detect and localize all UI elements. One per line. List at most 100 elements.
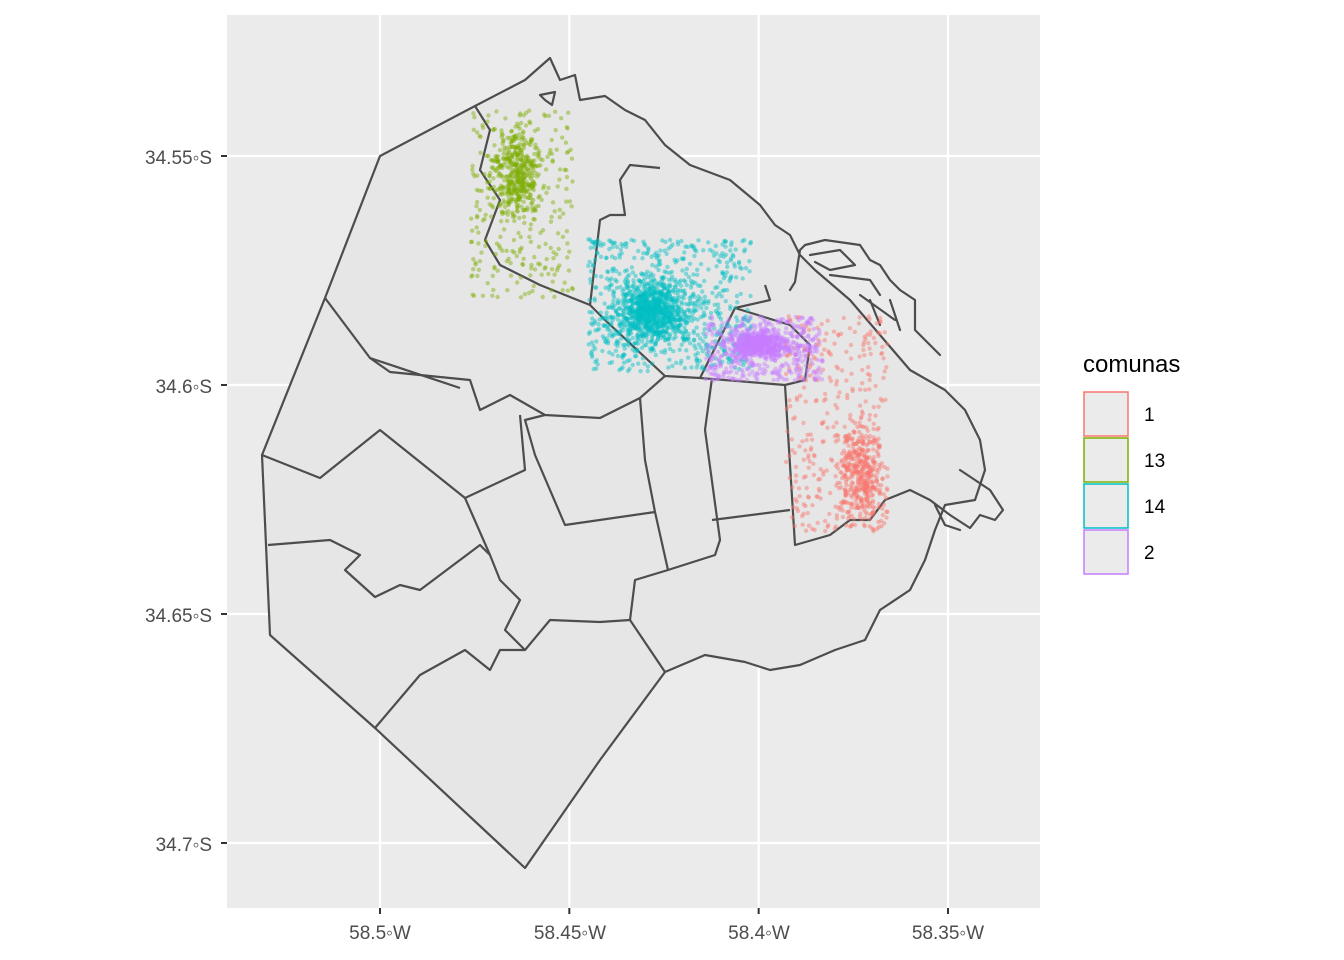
point-comuna-14 <box>675 309 681 314</box>
point-comuna-13 <box>527 183 532 188</box>
point-comuna-13 <box>505 189 511 194</box>
point-comuna-13 <box>564 125 569 130</box>
point-comuna-14 <box>609 305 615 310</box>
point-comuna-13 <box>531 283 536 289</box>
point-comuna-1 <box>796 364 801 369</box>
point-comuna-14 <box>650 334 655 340</box>
point-comuna-1 <box>867 473 872 479</box>
point-comuna-14 <box>673 284 678 290</box>
city-boundary <box>260 56 987 870</box>
point-comuna-14 <box>620 354 625 359</box>
point-comuna-14 <box>649 313 655 318</box>
point-comuna-14 <box>692 303 697 308</box>
point-comuna-13 <box>567 249 572 254</box>
legend-label: 13 <box>1144 451 1165 472</box>
point-comuna-14 <box>721 276 727 281</box>
point-comuna-13 <box>507 186 512 191</box>
point-comuna-2 <box>795 342 800 347</box>
point-comuna-14 <box>657 319 663 324</box>
point-comuna-1 <box>805 494 811 499</box>
point-comuna-13 <box>565 241 570 246</box>
point-comuna-1 <box>860 447 865 453</box>
point-comuna-14 <box>656 300 662 305</box>
point-comuna-14 <box>629 296 634 302</box>
point-comuna-13 <box>497 186 503 191</box>
point-comuna-2 <box>807 316 813 321</box>
point-comuna-1 <box>851 449 857 454</box>
point-comuna-14 <box>637 304 642 310</box>
point-comuna-1 <box>839 459 844 464</box>
point-comuna-14 <box>597 317 602 322</box>
point-comuna-14 <box>662 329 668 334</box>
point-comuna-14 <box>681 256 686 261</box>
point-comuna-1 <box>843 493 848 498</box>
point-comuna-14 <box>659 283 664 288</box>
point-comuna-14 <box>722 238 727 244</box>
point-comuna-1 <box>868 480 874 485</box>
point-comuna-13 <box>508 160 513 165</box>
point-comuna-14 <box>693 280 698 286</box>
point-comuna-13 <box>517 249 522 255</box>
point-comuna-14 <box>659 298 664 303</box>
point-comuna-13 <box>516 179 522 185</box>
point-comuna-14 <box>653 315 658 320</box>
point-comuna-14 <box>652 314 657 319</box>
point-comuna-14 <box>649 310 655 315</box>
point-comuna-14 <box>702 278 707 284</box>
point-comuna-14 <box>641 326 646 331</box>
point-comuna-14 <box>638 316 644 321</box>
point-comuna-1 <box>841 315 846 321</box>
point-comuna-14 <box>638 303 643 309</box>
point-comuna-13 <box>511 186 517 191</box>
point-comuna-14 <box>648 309 653 314</box>
point-comuna-14 <box>721 352 726 357</box>
point-comuna-1 <box>866 476 871 481</box>
point-comuna-14 <box>628 315 633 321</box>
point-comuna-1 <box>862 478 867 483</box>
point-comuna-14 <box>631 311 636 316</box>
point-comuna-14 <box>678 288 683 293</box>
point-comuna-13 <box>482 172 487 177</box>
point-comuna-13 <box>517 150 523 155</box>
point-comuna-1 <box>865 474 871 479</box>
point-comuna-1 <box>870 439 875 444</box>
point-comuna-14 <box>656 289 662 294</box>
point-comuna-13 <box>546 185 551 191</box>
point-comuna-13 <box>514 161 520 167</box>
point-comuna-1 <box>788 403 793 409</box>
point-comuna-14 <box>668 332 673 337</box>
point-comuna-1 <box>854 470 859 475</box>
point-comuna-14 <box>666 289 672 295</box>
point-comuna-2 <box>771 340 776 345</box>
point-comuna-14 <box>747 269 752 274</box>
point-comuna-14 <box>729 358 734 363</box>
point-comuna-1 <box>837 390 842 395</box>
point-comuna-14 <box>664 270 669 275</box>
point-comuna-13 <box>509 145 515 150</box>
point-comuna-14 <box>647 286 652 292</box>
point-comuna-1 <box>815 378 820 383</box>
point-comuna-14 <box>639 300 645 305</box>
point-comuna-14 <box>588 277 593 282</box>
point-comuna-1 <box>880 398 885 403</box>
point-comuna-1 <box>870 479 875 484</box>
point-comuna-14 <box>653 340 658 346</box>
point-comuna-2 <box>726 346 732 351</box>
point-comuna-13 <box>549 214 554 220</box>
point-comuna-13 <box>510 162 515 168</box>
point-comuna-14 <box>645 269 650 274</box>
point-comuna-1 <box>862 461 867 466</box>
point-comuna-1 <box>853 420 858 426</box>
point-comuna-1 <box>868 351 873 357</box>
point-comuna-13 <box>480 125 486 130</box>
point-comuna-14 <box>648 309 653 314</box>
point-comuna-13 <box>502 200 507 205</box>
point-comuna-14 <box>633 323 639 328</box>
point-comuna-13 <box>534 146 540 151</box>
point-comuna-13 <box>525 167 531 172</box>
point-comuna-1 <box>844 510 850 515</box>
point-comuna-1 <box>844 468 849 473</box>
point-comuna-1 <box>806 321 811 326</box>
point-comuna-14 <box>645 307 650 313</box>
point-comuna-14 <box>608 283 613 288</box>
